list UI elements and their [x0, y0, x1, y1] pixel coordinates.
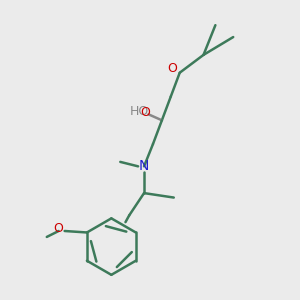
Text: N: N [139, 159, 149, 173]
Text: HO: HO [130, 105, 149, 118]
Text: O: O [167, 62, 177, 75]
Text: O: O [141, 106, 151, 119]
Text: O: O [54, 221, 64, 235]
